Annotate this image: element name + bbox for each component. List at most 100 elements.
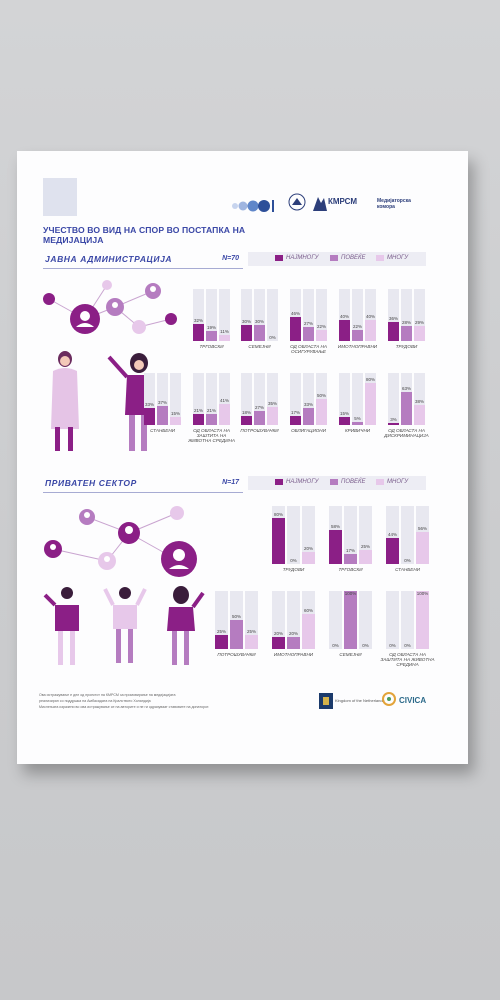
footer-line: реализиран со поддршка на Амбасадата на … bbox=[39, 698, 151, 703]
public-chart: 15% 5% 80% КРИВИЧНИ bbox=[339, 373, 376, 447]
bar-track bbox=[287, 506, 300, 564]
bar-value-label: 25% bbox=[360, 543, 370, 549]
chart-category-label: ОД ОБЛАСТА НА ЗАШТИТА НА ЖИВОТНА СРЕДИНА bbox=[380, 652, 435, 667]
bar-track bbox=[193, 373, 204, 425]
bar bbox=[329, 530, 342, 564]
dots-decoration bbox=[232, 200, 274, 212]
bar bbox=[386, 538, 399, 564]
legend-label: ПОВЕЌЕ bbox=[341, 479, 366, 485]
bar-track bbox=[401, 289, 412, 341]
bar bbox=[290, 416, 301, 425]
bar bbox=[344, 554, 357, 564]
bar-value-label: 33% bbox=[303, 401, 313, 407]
private-section-n: N=17 bbox=[222, 479, 239, 486]
bar-track bbox=[414, 373, 425, 425]
bar-value-label: 0% bbox=[332, 643, 339, 648]
bar bbox=[316, 399, 327, 425]
bar-track bbox=[272, 591, 285, 649]
bar-value-label: 0% bbox=[362, 643, 369, 648]
public-chart: 30% 30% 0% СЕМЕЈНИ bbox=[241, 289, 278, 363]
corner-decoration bbox=[43, 178, 77, 216]
bar bbox=[316, 329, 327, 341]
bar bbox=[401, 326, 412, 341]
bar-value-label: 28% bbox=[401, 320, 411, 326]
bar-track bbox=[206, 289, 217, 341]
public-chart: 33% 37% 15% СТАНБЕНИ bbox=[144, 373, 181, 447]
bar-value-label: 27% bbox=[254, 404, 264, 410]
bar bbox=[303, 407, 314, 425]
bar-value-label: 44% bbox=[387, 532, 397, 538]
bar-value-label: 50% bbox=[316, 393, 326, 398]
bar-value-label: 11% bbox=[220, 329, 229, 335]
bar bbox=[157, 405, 168, 425]
netherlands-logo-text: Kingdom of the Netherlands bbox=[335, 698, 385, 703]
public-chart: 40% 22% 40% ИМОТНОПРАВНИ bbox=[338, 289, 377, 363]
chart-category-label: ОД ОБЛАСТА НА ЗАШТИТА НА ЖИВОТНА СРЕДИНА bbox=[188, 428, 235, 443]
chart-category-label: ОД ОБЛАСТА НА ОСИГУРУВАЊЕ bbox=[290, 344, 327, 354]
footer-line: Мислењата изразени во ова истражување се… bbox=[39, 704, 210, 709]
private-chart: 0% 100% 0% СЕМЕЈНИ bbox=[329, 591, 372, 671]
private-section-title: ПРИВАТЕН СЕКТОР bbox=[45, 478, 137, 488]
bar-value-label: 46% bbox=[290, 311, 300, 317]
bar-value-label: 0% bbox=[389, 643, 396, 648]
bar-value-label: 18% bbox=[241, 409, 251, 415]
chart-category-label: ПОТРОШУВАЧКИ bbox=[240, 428, 279, 433]
bar-value-label: 56% bbox=[417, 525, 427, 531]
bar bbox=[401, 392, 412, 425]
bar-track bbox=[241, 373, 252, 425]
bar-track bbox=[206, 373, 217, 425]
public-section-n: N=70 bbox=[222, 255, 239, 262]
chart-category-label: СЕМЕЈНИ bbox=[248, 344, 271, 349]
legend-label: ПОВЕЌЕ bbox=[341, 255, 366, 261]
bar bbox=[193, 414, 204, 425]
bar bbox=[230, 620, 243, 649]
public-chart: 17% 33% 50% ОБЛИГАЦИОНИ bbox=[290, 373, 327, 447]
bar bbox=[254, 410, 265, 425]
bar-track bbox=[352, 373, 363, 425]
kmrsm-logo-icon bbox=[313, 197, 327, 211]
bar bbox=[303, 326, 314, 341]
bar-value-label: 25% bbox=[216, 628, 226, 634]
public-chart: 18% 27% 35% ПОТРОШУВАЧКИ bbox=[240, 373, 279, 447]
chart-category-label: ИМОТНОПРАВНИ bbox=[337, 344, 378, 349]
bar-value-label: 19% bbox=[206, 325, 216, 331]
bar-value-label: 17% bbox=[345, 548, 355, 554]
bar-value-label: 20% bbox=[288, 631, 298, 637]
bar-track bbox=[339, 373, 350, 425]
bar-track bbox=[254, 373, 265, 425]
chart-category-label: ТРГОВСКИ bbox=[199, 344, 224, 349]
footer-line: Ова истражување е дел од проектот на КМР… bbox=[39, 693, 176, 697]
bar bbox=[388, 322, 399, 341]
legend-item-povekje: ПОВЕЌЕ bbox=[330, 479, 366, 485]
bar bbox=[254, 325, 265, 341]
bar-track bbox=[290, 289, 301, 341]
bar bbox=[219, 403, 230, 425]
public-chart: 3% 63% 38% ОД ОБЛАСТА НА ДИСКРИМИНАЦИЈА bbox=[384, 373, 429, 447]
public-chart: 32% 19% 11% ТРГОВСКИ bbox=[193, 289, 230, 363]
public-chart: 36% 28% 29% ТРУДОВИ bbox=[388, 289, 425, 363]
bar-value-label: 58% bbox=[330, 524, 340, 530]
bar-value-label: 60% bbox=[303, 608, 313, 614]
private-legend: НАЈМНОГУ ПОВЕЌЕ МНОГУ bbox=[248, 476, 426, 490]
bar-track bbox=[359, 591, 372, 649]
bar bbox=[215, 634, 228, 649]
bar-value-label: 0% bbox=[404, 643, 411, 648]
bar-value-label: 5% bbox=[354, 416, 361, 422]
chart-category-label: ПОТРОШУВАЧКИ bbox=[217, 652, 256, 657]
bar-track bbox=[329, 591, 342, 649]
bar-track bbox=[344, 506, 357, 564]
bar bbox=[365, 320, 376, 341]
bar-value-label: 80% bbox=[273, 511, 283, 517]
bar-value-label: 0% bbox=[290, 558, 297, 563]
bar-value-label: 29% bbox=[414, 319, 424, 325]
bar-value-label: 63% bbox=[401, 386, 411, 392]
bar-track bbox=[267, 289, 278, 341]
bar-track bbox=[365, 289, 376, 341]
bar-track bbox=[241, 289, 252, 341]
bar-track bbox=[254, 289, 265, 341]
bar bbox=[206, 414, 217, 425]
infographic-poster: КМРСМ Медијаторска комора УЧЕСТВО ВО ВИД… bbox=[17, 151, 468, 764]
bar-value-label: 35% bbox=[267, 400, 277, 406]
bar-track bbox=[388, 373, 399, 425]
bar bbox=[144, 407, 155, 425]
